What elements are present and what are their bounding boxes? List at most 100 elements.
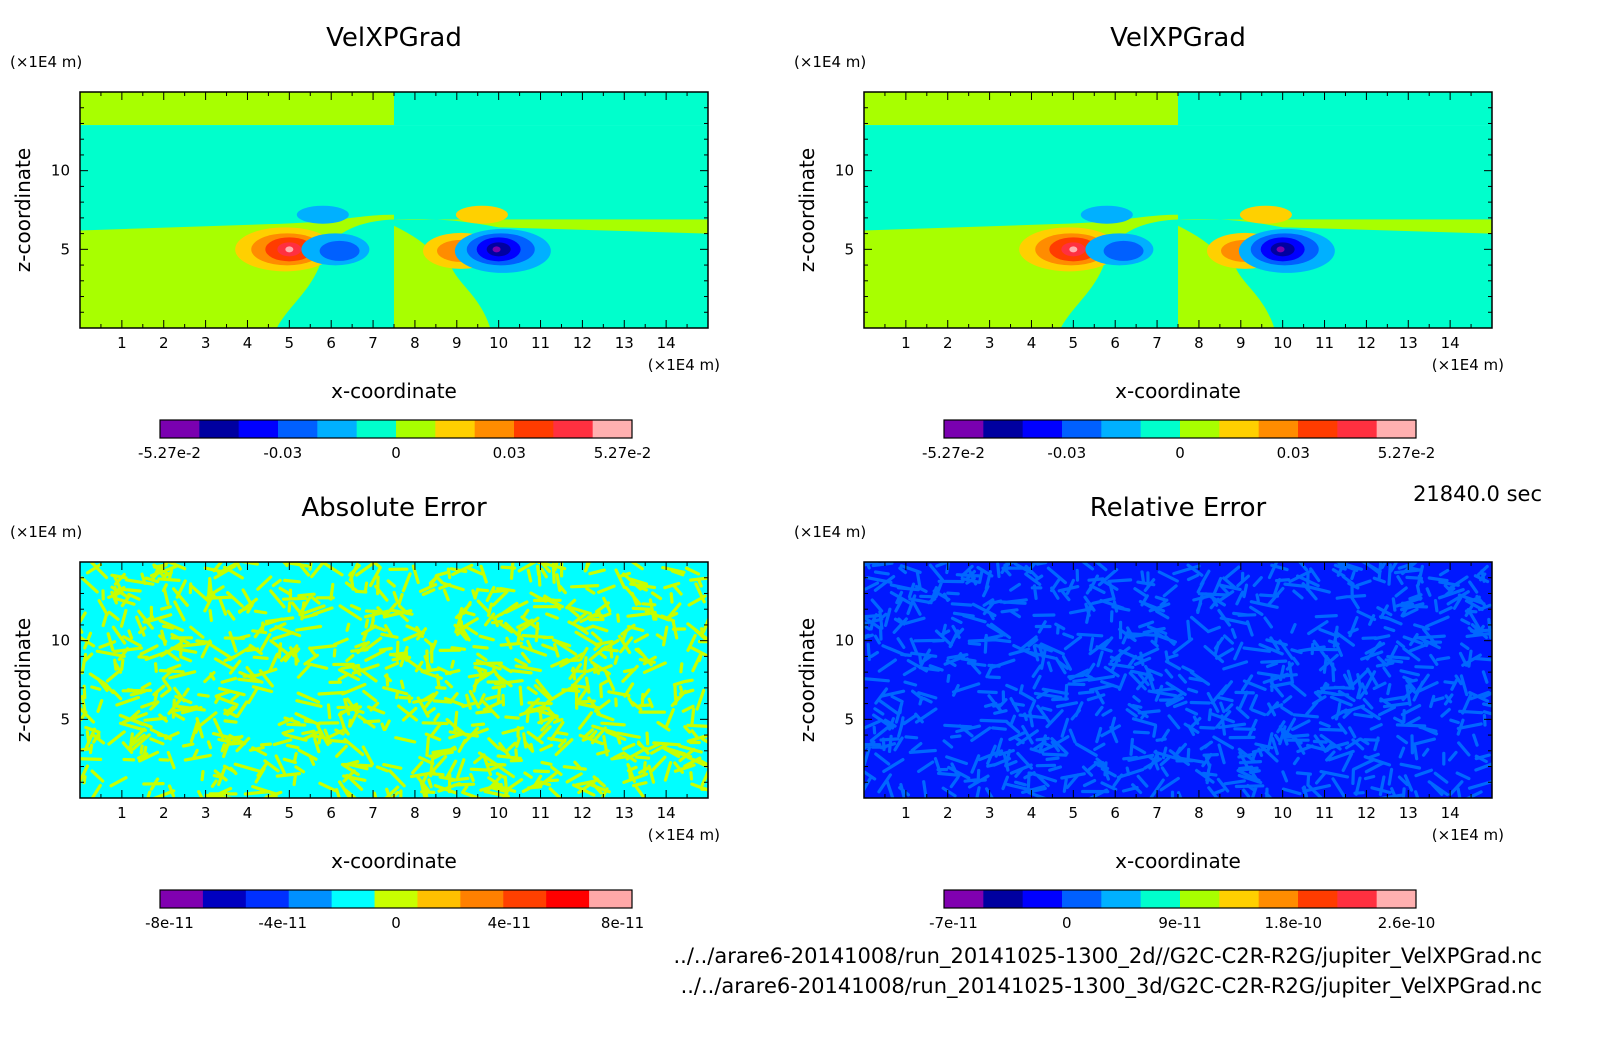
colorbar-tick-label: 4e-11 bbox=[488, 914, 531, 932]
x-tick-label: 1 bbox=[117, 804, 127, 822]
y-unit-label: (×1E4 m) bbox=[794, 523, 866, 541]
colorbar-swatch bbox=[1258, 890, 1299, 908]
colorbar-swatch bbox=[514, 420, 554, 438]
y-tick-label: 5 bbox=[844, 710, 854, 728]
x-tick-label: 7 bbox=[368, 804, 378, 822]
x-tick-label: 5 bbox=[1069, 804, 1079, 822]
colorbar-swatch bbox=[1376, 420, 1417, 438]
colorbar-swatch bbox=[1376, 890, 1417, 908]
colorbar-tick-label: 0 bbox=[391, 444, 401, 462]
error-background bbox=[80, 562, 708, 798]
colorbar-swatch bbox=[1180, 890, 1220, 908]
x-tick-label: 9 bbox=[1236, 334, 1246, 352]
x-tick-label: 11 bbox=[1315, 804, 1334, 822]
x-tick-label: 5 bbox=[285, 334, 295, 352]
x-tick-label: 8 bbox=[410, 804, 420, 822]
colorbar-swatch bbox=[944, 890, 984, 908]
colorbar-frame bbox=[159, 889, 633, 909]
x-tick-label: 11 bbox=[1315, 334, 1334, 352]
y-unit-label: (×1E4 m) bbox=[10, 523, 82, 541]
cool-anomaly bbox=[1103, 240, 1144, 261]
colorbar-tick-label: 1.8e-10 bbox=[1264, 914, 1322, 932]
x-tick-label: 4 bbox=[243, 804, 253, 822]
x-unit-label: (×1E4 m) bbox=[648, 826, 720, 844]
colorbar-swatch bbox=[199, 420, 240, 438]
colorbar-swatch bbox=[1180, 420, 1220, 438]
cool-anomaly bbox=[296, 205, 349, 224]
x-tick-label: 14 bbox=[1441, 804, 1460, 822]
chart-title: Relative Error bbox=[1090, 493, 1267, 523]
x-tick-label: 1 bbox=[901, 334, 911, 352]
colorbar-tick-label: 5.27e-2 bbox=[1378, 444, 1436, 462]
y-tick-label: 10 bbox=[51, 162, 70, 180]
x-tick-label: 10 bbox=[1273, 804, 1292, 822]
x-tick-label: 5 bbox=[1069, 334, 1079, 352]
x-tick-label: 8 bbox=[1194, 334, 1204, 352]
cool-anomaly bbox=[319, 240, 360, 261]
colorbar-tick-label: 9e-11 bbox=[1158, 914, 1201, 932]
chart-title: VelXPGrad bbox=[326, 23, 462, 53]
colorbar-swatch bbox=[435, 420, 476, 438]
y-unit-label: (×1E4 m) bbox=[794, 53, 866, 71]
colorbar-tick-label: 5.27e-2 bbox=[594, 444, 652, 462]
colorbar-swatch bbox=[460, 890, 504, 908]
x-tick-label: 1 bbox=[901, 804, 911, 822]
x-tick-label: 3 bbox=[985, 804, 995, 822]
colorbar-swatch bbox=[1140, 890, 1181, 908]
y-tick-label: 5 bbox=[60, 240, 70, 258]
x-tick-label: 14 bbox=[657, 334, 676, 352]
colorbar-tick-label: 0 bbox=[391, 914, 401, 932]
colorbar-swatch bbox=[474, 420, 515, 438]
file-path-3d: ../../arare6-20141008/run_20141025-1300_… bbox=[680, 974, 1542, 998]
x-tick-label: 6 bbox=[326, 804, 336, 822]
x-tick-label: 10 bbox=[1273, 334, 1292, 352]
x-tick-label: 5 bbox=[285, 804, 295, 822]
x-tick-label: 10 bbox=[489, 804, 508, 822]
x-tick-label: 2 bbox=[943, 334, 953, 352]
colorbar-tick-label: -0.03 bbox=[263, 444, 302, 462]
colorbar-swatch bbox=[1258, 420, 1299, 438]
colorbar-swatch bbox=[356, 420, 397, 438]
warm-anomaly bbox=[1239, 205, 1292, 224]
x-tick-label: 9 bbox=[452, 804, 462, 822]
chart-title: VelXPGrad bbox=[1110, 23, 1246, 53]
colorbar-tick-label: 0.03 bbox=[1277, 444, 1310, 462]
x-tick-label: 12 bbox=[573, 334, 592, 352]
colorbar-swatch bbox=[317, 420, 358, 438]
x-tick-label: 2 bbox=[159, 804, 169, 822]
colorbar-tick-label: -4e-11 bbox=[258, 914, 307, 932]
x-tick-label: 8 bbox=[410, 334, 420, 352]
colorbar-swatch bbox=[288, 890, 333, 908]
colorbar-swatch bbox=[396, 420, 436, 438]
colorbar-tick-label: -5.27e-2 bbox=[922, 444, 985, 462]
colorbar-swatch bbox=[553, 420, 594, 438]
x-tick-label: 13 bbox=[1399, 334, 1418, 352]
plot-area bbox=[80, 92, 708, 328]
colorbar-swatch bbox=[589, 890, 633, 908]
x-tick-label: 4 bbox=[1027, 804, 1037, 822]
colorbar-swatch bbox=[1219, 420, 1260, 438]
field-region bbox=[864, 92, 1178, 126]
x-tick-label: 11 bbox=[531, 334, 550, 352]
colorbar-tick-label: -0.03 bbox=[1047, 444, 1086, 462]
colorbar-swatch bbox=[1337, 890, 1378, 908]
field-region bbox=[80, 92, 394, 126]
x-axis-label: x-coordinate bbox=[1115, 849, 1241, 873]
colorbar-swatch bbox=[202, 890, 247, 908]
x-tick-label: 10 bbox=[489, 334, 508, 352]
y-unit-label: (×1E4 m) bbox=[10, 53, 82, 71]
colorbar-swatch bbox=[160, 420, 200, 438]
x-tick-label: 1 bbox=[117, 334, 127, 352]
x-tick-label: 4 bbox=[1027, 334, 1037, 352]
x-axis-label: x-coordinate bbox=[1115, 379, 1241, 403]
colorbar-swatch bbox=[1062, 890, 1102, 908]
colorbar-frame bbox=[943, 889, 1417, 909]
y-tick-label: 10 bbox=[51, 632, 70, 650]
y-axis-label: z-coordinate bbox=[11, 148, 35, 272]
colorbar-swatch bbox=[160, 890, 204, 908]
colorbar-swatch bbox=[944, 420, 984, 438]
colorbar-swatch bbox=[245, 890, 290, 908]
y-axis-label: z-coordinate bbox=[11, 618, 35, 742]
